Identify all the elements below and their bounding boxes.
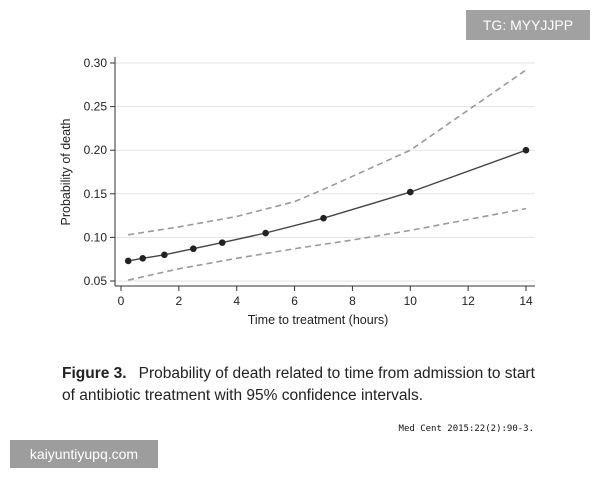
x-tick-label: 8 — [349, 294, 356, 308]
series-group — [124, 69, 530, 281]
data-point — [124, 257, 132, 265]
x-tick-label: 4 — [233, 294, 240, 308]
data-point — [139, 255, 146, 262]
data-point — [190, 245, 197, 253]
watermark-bottom: kaiyuntiyupq.com — [10, 440, 158, 468]
data-point — [218, 239, 226, 246]
y-tick-label: 0.20 — [84, 143, 108, 157]
citation: Med Cent 2015:22(2):90-3. — [398, 424, 534, 434]
y-tick-label: 0.05 — [84, 274, 108, 288]
x-tick-label: 10 — [404, 294, 418, 308]
watermark-top: TG: MYYJJPP — [466, 10, 590, 40]
figure-caption: Figure 3. Probability of death related to… — [62, 363, 540, 407]
data-point — [262, 229, 269, 237]
y-tick-label: 0.30 — [84, 56, 108, 70]
x-tick-label: 6 — [291, 294, 298, 308]
x-axis-label: Time to treatment (hours) — [248, 313, 389, 327]
ci-dashed-line — [128, 207, 527, 281]
x-tick-label: 2 — [176, 294, 183, 308]
x-tick-label: 12 — [461, 294, 475, 308]
y-tick-label: 0.10 — [84, 230, 108, 244]
grid-lines — [115, 62, 535, 282]
data-point — [320, 214, 327, 222]
figure-label: Figure 3. — [62, 365, 127, 382]
figure-caption-text: Probability of death related to time fro… — [62, 365, 535, 404]
x-tick-label: 14 — [519, 294, 533, 308]
y-tick-label: 0.25 — [84, 100, 108, 114]
data-point — [161, 251, 168, 259]
data-point — [406, 188, 414, 196]
chart: 0.05 0.10 0.15 0.20 0.25 0.30 0 2 4 6 8 10 12 14 Tim… — [59, 56, 535, 327]
data-point — [522, 146, 530, 154]
x-tick-label: 0 — [118, 294, 125, 308]
y-axis-label: Probability of death — [59, 118, 73, 225]
x-axis: 0 2 4 6 8 10 12 14 — [115, 285, 535, 308]
y-tick-label: 0.15 — [84, 187, 108, 201]
ci-dashed-line — [128, 69, 527, 236]
y-axis: 0.05 0.10 0.15 0.20 0.25 0.30 — [84, 56, 116, 288]
